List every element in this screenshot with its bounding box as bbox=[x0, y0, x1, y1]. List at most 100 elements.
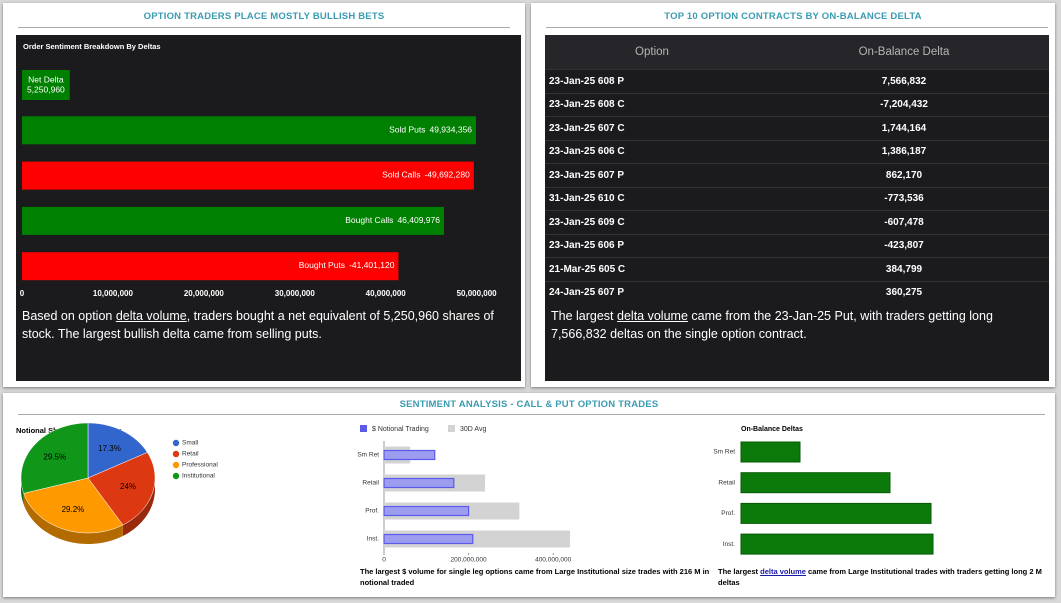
bar bbox=[383, 533, 474, 545]
note-text: The largest bbox=[551, 309, 618, 323]
bar bbox=[740, 502, 932, 524]
legend-marker bbox=[448, 425, 455, 432]
category-label: Sold Puts bbox=[389, 125, 425, 135]
table-row: 23-Jan-25 606 P -423,807 bbox=[545, 233, 1049, 258]
title-rule bbox=[546, 27, 1048, 28]
option-cell: 23-Jan-25 607 P bbox=[545, 163, 759, 187]
option-cell: 23-Jan-25 606 C bbox=[545, 139, 759, 164]
bar-label: Bought Puts -41,401,120 bbox=[299, 260, 395, 270]
column-header: Option bbox=[545, 35, 759, 70]
value-label: 29.2% bbox=[62, 505, 85, 514]
title-rule bbox=[18, 414, 1045, 415]
bottom-panel bbox=[3, 393, 1055, 597]
panel-title: OPTION TRADERS PLACE MOSTLY BULLISH BETS bbox=[143, 11, 385, 22]
category-label: Bought Calls bbox=[345, 215, 393, 225]
bar bbox=[22, 252, 399, 281]
pie-slice bbox=[20, 422, 89, 494]
option-cell: 23-Jan-25 608 P bbox=[545, 69, 759, 93]
table-row: 23-Jan-25 608 C -7,204,432 bbox=[545, 92, 1049, 117]
bar bbox=[22, 70, 70, 100]
option-cell: 31-Jan-25 610 C bbox=[545, 186, 759, 211]
category-label: Sold Calls bbox=[382, 170, 420, 180]
delta-cell: 360,275 bbox=[759, 280, 1049, 304]
note-link[interactable]: delta volume bbox=[760, 567, 806, 576]
bar bbox=[740, 472, 891, 494]
pie-side bbox=[122, 452, 155, 536]
bar bbox=[22, 116, 477, 145]
option-cell: 24-Jan-25 607 P bbox=[545, 280, 759, 304]
bar-label: Net Delta bbox=[28, 74, 64, 84]
table-row: 23-Jan-25 607 P 862,170 bbox=[545, 163, 1049, 187]
summary-note: The largest delta volume came from Large… bbox=[718, 566, 1053, 588]
legend-marker bbox=[172, 439, 180, 447]
y-tick-label: Retail bbox=[362, 480, 379, 487]
delta-cell: 1,386,187 bbox=[759, 139, 1049, 164]
delta-cell: -607,478 bbox=[759, 210, 1049, 234]
y-tick-label: Inst. bbox=[723, 541, 735, 548]
legend-marker bbox=[172, 450, 180, 458]
bar bbox=[383, 505, 470, 517]
bar bbox=[740, 533, 934, 555]
table-row: 23-Jan-25 607 C 1,744,164 bbox=[545, 116, 1049, 140]
value-label: 46,409,976 bbox=[397, 215, 440, 225]
title-rule bbox=[18, 27, 510, 28]
option-cell: 21-Mar-25 605 C bbox=[545, 257, 759, 281]
bar-label: Sold Calls -49,692,280 bbox=[382, 170, 470, 180]
column-header: On-Balance Delta bbox=[759, 35, 1049, 70]
table-row: 21-Mar-25 605 C 384,799 bbox=[545, 257, 1049, 281]
value-label: 24% bbox=[120, 482, 136, 491]
chart-title: Order Sentiment Breakdown By Deltas bbox=[23, 42, 161, 51]
note-text: The largest bbox=[718, 567, 761, 576]
y-tick-label: Retail bbox=[718, 479, 735, 486]
bar-label: Sold Puts 49,934,356 bbox=[389, 125, 472, 135]
note-link[interactable]: delta volume bbox=[115, 309, 187, 323]
delta-cell: 384,799 bbox=[759, 257, 1049, 281]
legend-label: Small bbox=[182, 440, 199, 447]
delta-cell: -7,204,432 bbox=[759, 92, 1049, 117]
pie-slice bbox=[87, 452, 156, 526]
note-text: came from Large Institutional trades wit… bbox=[718, 567, 1042, 587]
category-label: Bought Puts bbox=[299, 260, 345, 270]
legend-marker bbox=[172, 461, 180, 469]
pie-side bbox=[23, 493, 123, 544]
delta-cell: -773,536 bbox=[759, 186, 1049, 211]
legend-label: Retail bbox=[182, 451, 199, 458]
delta-cell: -423,807 bbox=[759, 233, 1049, 258]
x-tick-label: 50,000,000 bbox=[457, 289, 498, 298]
bar bbox=[22, 161, 474, 190]
value-label: 17.3% bbox=[98, 444, 121, 453]
value-label: -49,692,280 bbox=[424, 170, 470, 180]
value-label: -41,401,120 bbox=[349, 260, 395, 270]
x-tick-label: 20,000,000 bbox=[184, 289, 225, 298]
legend-label: Professional bbox=[182, 462, 218, 469]
summary-note: The largest $ volume for single leg opti… bbox=[360, 567, 710, 587]
bar-label: Bought Calls 46,409,976 bbox=[345, 215, 440, 225]
y-tick-label: Sm Ret bbox=[357, 452, 379, 459]
y-tick-label: Prof. bbox=[721, 510, 735, 517]
table-row: 24-Jan-25 607 P 360,275 bbox=[545, 280, 1049, 304]
note-link[interactable]: delta volume bbox=[617, 309, 688, 323]
value-label: 5,250,960 bbox=[27, 84, 65, 94]
panel-title: TOP 10 OPTION CONTRACTS BY ON-BALANCE DE… bbox=[664, 11, 922, 22]
pie-slice bbox=[87, 422, 148, 479]
table-row: 23-Jan-25 609 C -607,478 bbox=[545, 210, 1049, 234]
x-tick-label: 40,000,000 bbox=[366, 289, 407, 298]
table-row: 23-Jan-25 606 C 1,386,187 bbox=[545, 139, 1049, 164]
value-label: 49,934,356 bbox=[429, 125, 472, 135]
legend-marker bbox=[360, 425, 367, 432]
pie-slice bbox=[23, 477, 124, 534]
note-text: , traders bought a net equivalent of 5,2… bbox=[22, 309, 494, 341]
x-tick-label: 0 bbox=[20, 289, 25, 298]
x-tick-label: 0 bbox=[382, 557, 386, 564]
value-label: 29.5% bbox=[43, 453, 66, 462]
table-row: 31-Jan-25 610 C -773,536 bbox=[545, 186, 1049, 211]
panel-title: SENTIMENT ANALYSIS - CALL & PUT OPTION T… bbox=[399, 399, 659, 410]
x-tick-label: 10,000,000 bbox=[93, 289, 134, 298]
delta-cell: 862,170 bbox=[759, 163, 1049, 187]
legend-label: $ Notional Trading bbox=[372, 426, 429, 433]
x-tick-label: 30,000,000 bbox=[275, 289, 316, 298]
option-cell: 23-Jan-25 606 P bbox=[545, 233, 759, 258]
note-text: came from the 23-Jan-25 Put, with trader… bbox=[551, 309, 993, 341]
